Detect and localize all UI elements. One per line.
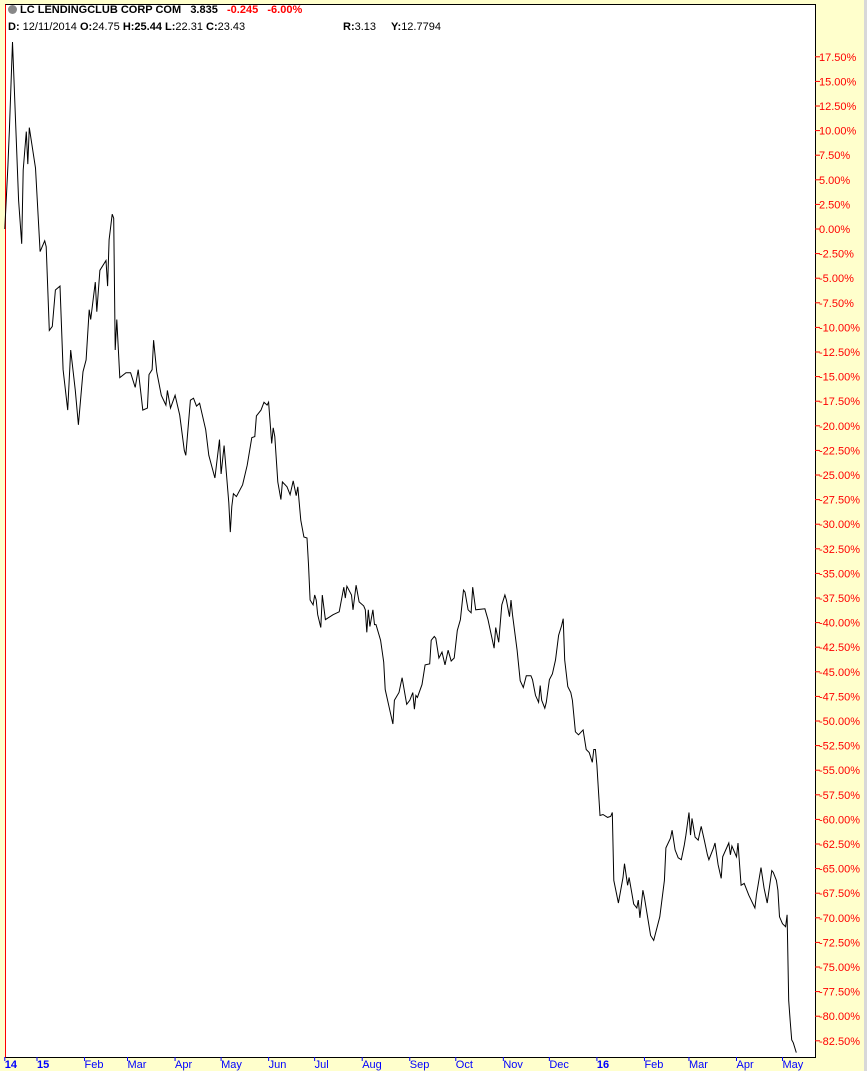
r-value: 3.13	[354, 21, 377, 33]
y-tick-label: -22.50%	[819, 445, 860, 457]
high-label: H:	[122, 21, 135, 33]
y-tick-label: -55.00%	[819, 765, 860, 777]
y-tick-label: -45.00%	[819, 667, 860, 679]
last-price: 3.835	[190, 4, 218, 16]
globe-icon	[8, 5, 17, 14]
low-value: 22.31	[175, 21, 203, 33]
y-tick-label: -40.00%	[819, 618, 860, 630]
price-change: -0.245	[227, 4, 259, 16]
y-tick-label: -17.50%	[819, 396, 860, 408]
y-tick-label: -7.50%	[819, 298, 854, 310]
y-tick-label: -67.50%	[819, 888, 860, 900]
x-tick-label: Jun	[269, 1059, 287, 1071]
x-tick-label: Feb	[85, 1059, 104, 1071]
r-readout: R:3.13	[343, 21, 376, 33]
y-tick-label: 0.00%	[819, 224, 850, 236]
y-tick-label: -50.00%	[819, 716, 860, 728]
y-tick-label: -35.00%	[819, 568, 860, 580]
x-tick-label: Sep	[410, 1059, 430, 1071]
open-label: O:	[79, 21, 93, 33]
y-tick-label: -10.00%	[819, 322, 860, 334]
y-tick-label: 15.00%	[819, 76, 857, 88]
r-label: R:	[343, 21, 355, 33]
y-tick-label: -60.00%	[819, 814, 860, 826]
x-axis: 14 15 Feb Mar Apr May Jun Jul Aug Sep Oct Nov Dec 16 F…	[4, 1057, 804, 1071]
x-tick-label: Feb	[644, 1059, 663, 1071]
y-tick-label: -30.00%	[819, 519, 860, 531]
close-value: 23.43	[217, 21, 246, 33]
x-tick-label: 16	[597, 1059, 609, 1071]
x-tick-label: Oct	[456, 1059, 473, 1071]
price-line	[4, 41, 797, 1053]
y-tick-label: -47.50%	[819, 691, 860, 703]
x-tick-label: Mar	[128, 1059, 147, 1071]
y-tick-label: -12.50%	[819, 347, 860, 359]
close-label: C:	[206, 21, 218, 33]
date-label: D:	[8, 21, 20, 33]
high-value: 25.44	[134, 21, 162, 33]
y-tick-label: -5.00%	[819, 273, 854, 285]
y-tick-label: -42.50%	[819, 642, 860, 654]
y-tick-label: -72.50%	[819, 937, 860, 949]
x-tick-label: Apr	[737, 1059, 754, 1071]
y-tick-label: 7.50%	[819, 150, 850, 162]
y-tick-label: -57.50%	[819, 790, 860, 802]
y-tick-label: -2.50%	[819, 249, 854, 261]
date-value: 12/11/2014	[22, 21, 77, 33]
y-tick-label: -27.50%	[819, 495, 860, 507]
y-tick-label: -75.00%	[819, 962, 860, 974]
y-tick-label: -65.00%	[819, 864, 860, 876]
window-edge	[864, 0, 867, 1071]
x-tick-label: 14	[5, 1059, 18, 1071]
x-tick-label: Mar	[689, 1059, 708, 1071]
x-tick-label: Dec	[549, 1059, 569, 1071]
y-tick-label: -77.50%	[819, 987, 860, 999]
y-tick-label: 17.50%	[819, 52, 857, 64]
x-tick-label: Jul	[315, 1059, 329, 1071]
symbol-title: LC LENDINGCLUB CORP COM	[20, 4, 182, 16]
x-tick-label: Apr	[175, 1059, 192, 1071]
y-tick-label: 5.00%	[819, 175, 850, 187]
y-value: 12.7794	[401, 21, 441, 33]
y-tick-label: -80.00%	[819, 1011, 860, 1023]
x-tick-label: 15	[37, 1059, 49, 1071]
y-tick-label: 12.50%	[819, 101, 857, 113]
ohlc-readout: D: 12/11/2014 O:24.75 H:25.44 L:22.31 C:…	[8, 21, 245, 33]
y-tick-label: 10.00%	[819, 126, 857, 138]
y-tick-label: -15.00%	[819, 372, 860, 384]
y-tick-label: 2.50%	[819, 199, 850, 211]
y-axis: 17.50% 15.00% 12.50% 10.00% 7.50% 5.00% 2.50% 0…	[815, 52, 860, 1048]
open-value: 24.75	[92, 21, 120, 33]
x-tick-label: Aug	[362, 1059, 382, 1071]
low-label: L:	[165, 21, 176, 33]
y-tick-label: -82.50%	[819, 1036, 860, 1048]
y-tick-label: -20.00%	[819, 421, 860, 433]
x-tick-label: Nov	[503, 1059, 523, 1071]
y-tick-label: -32.50%	[819, 544, 860, 556]
y-tick-label: -62.50%	[819, 839, 860, 851]
chart-header: LC LENDINGCLUB CORP COM 3.835 -0.245 -6.…	[8, 4, 302, 16]
x-tick-label: May	[783, 1059, 804, 1071]
y-label: Y:	[391, 21, 402, 33]
y-tick-label: -52.50%	[819, 741, 860, 753]
y-tick-label: -25.00%	[819, 470, 860, 482]
y-tick-label: -37.50%	[819, 593, 860, 605]
price-change-pct: -6.00%	[267, 4, 303, 16]
y-tick-label: -70.00%	[819, 913, 860, 925]
x-tick-label: May	[221, 1059, 242, 1071]
y-readout: Y:12.7794	[391, 21, 441, 33]
plot-area	[5, 4, 816, 1058]
